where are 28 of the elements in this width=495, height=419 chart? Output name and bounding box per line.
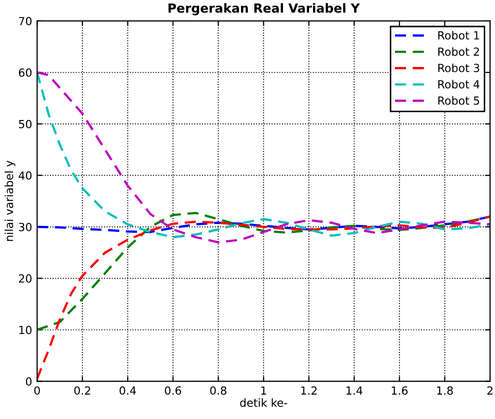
legend-label: Robot 3 bbox=[438, 64, 480, 72]
x-tick-label: 1.6 bbox=[392, 386, 408, 395]
y-tick-label: 10 bbox=[19, 326, 32, 334]
legend-label: Robot 1 bbox=[438, 30, 480, 40]
x-axis-title: detik ke- bbox=[240, 398, 288, 407]
legend-label: Robot 2 bbox=[438, 47, 479, 56]
y-tick-label: 30 bbox=[18, 222, 32, 232]
y-tick-label: 60 bbox=[18, 68, 32, 77]
y-tick-label: 20 bbox=[18, 274, 32, 283]
y-tick-label: 70 bbox=[19, 16, 32, 26]
y-tick-label: 40 bbox=[18, 171, 32, 180]
x-tick-label: 0.2 bbox=[74, 386, 90, 395]
x-tick-label: 1 bbox=[261, 386, 266, 395]
line-series bbox=[37, 212, 490, 331]
x-tick-label: 0 bbox=[34, 386, 40, 395]
x-tick-label: 1.8 bbox=[437, 386, 453, 395]
legend-label: Robot 5 bbox=[438, 96, 480, 105]
x-tick-label: 2 bbox=[487, 386, 492, 395]
y-tick-label: 0 bbox=[26, 377, 32, 386]
x-tick-label: 1.2 bbox=[301, 386, 317, 395]
x-tick-label: 0.8 bbox=[210, 386, 226, 395]
y-tick-label: 50 bbox=[18, 120, 32, 128]
x-tick-label: 1.4 bbox=[346, 386, 362, 395]
y-axis-title: nilai variabel y bbox=[4, 160, 16, 241]
chart-title: Pergerakan Real Variabel Y bbox=[168, 3, 360, 16]
x-tick-label: 0.6 bbox=[164, 386, 182, 395]
x-tick-label: 0.4 bbox=[120, 386, 136, 395]
legend-label: Robot 4 bbox=[438, 80, 480, 88]
